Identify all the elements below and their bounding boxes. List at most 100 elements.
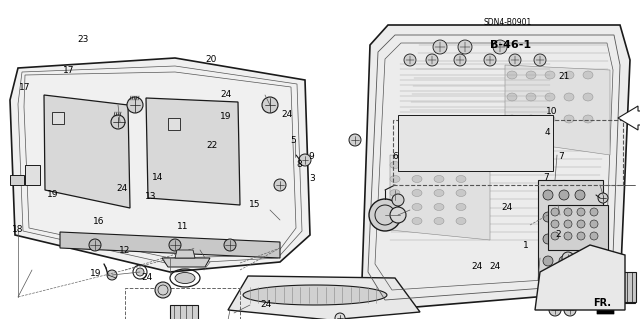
Polygon shape — [162, 258, 210, 267]
Ellipse shape — [583, 93, 593, 101]
Circle shape — [392, 194, 404, 206]
Circle shape — [534, 54, 546, 66]
Circle shape — [89, 239, 101, 251]
Circle shape — [155, 282, 171, 298]
Ellipse shape — [412, 161, 422, 168]
Text: 19: 19 — [90, 270, 102, 278]
Circle shape — [557, 263, 563, 269]
Circle shape — [433, 40, 447, 54]
Circle shape — [564, 220, 572, 228]
Text: 7: 7 — [558, 152, 563, 161]
Ellipse shape — [507, 93, 517, 101]
Text: 5: 5 — [291, 136, 296, 145]
Text: 13: 13 — [145, 192, 156, 201]
Ellipse shape — [390, 204, 400, 211]
Polygon shape — [505, 65, 610, 155]
Circle shape — [543, 234, 553, 244]
Text: 23: 23 — [77, 35, 89, 44]
Circle shape — [224, 239, 236, 251]
Text: 4: 4 — [545, 128, 550, 137]
Ellipse shape — [507, 115, 517, 123]
Circle shape — [598, 193, 608, 203]
Text: 3: 3 — [309, 174, 314, 183]
Circle shape — [575, 190, 585, 200]
Circle shape — [575, 212, 585, 222]
Ellipse shape — [434, 204, 444, 211]
Text: 24: 24 — [501, 203, 513, 212]
Circle shape — [564, 208, 572, 216]
Circle shape — [454, 54, 466, 66]
Text: 7: 7 — [544, 173, 549, 182]
Ellipse shape — [569, 275, 587, 289]
Circle shape — [107, 270, 117, 280]
Ellipse shape — [175, 272, 195, 284]
Circle shape — [111, 115, 125, 129]
Text: 14: 14 — [152, 173, 164, 182]
Circle shape — [299, 154, 311, 166]
Circle shape — [571, 211, 579, 219]
Circle shape — [577, 208, 585, 216]
Ellipse shape — [434, 218, 444, 225]
Ellipse shape — [545, 71, 555, 79]
Bar — [52, 112, 64, 124]
Circle shape — [458, 40, 472, 54]
Text: 18: 18 — [12, 225, 24, 234]
Circle shape — [169, 239, 181, 251]
Bar — [610, 285, 635, 303]
Circle shape — [390, 207, 406, 223]
Circle shape — [590, 232, 598, 240]
Bar — [168, 118, 180, 130]
Circle shape — [262, 97, 278, 113]
Bar — [10, 175, 24, 185]
Circle shape — [369, 199, 401, 231]
Circle shape — [543, 256, 553, 266]
Text: 20: 20 — [205, 55, 217, 63]
Circle shape — [575, 234, 585, 244]
Bar — [618, 272, 636, 302]
Bar — [125, 288, 240, 319]
Circle shape — [543, 212, 553, 222]
Circle shape — [127, 97, 143, 113]
Circle shape — [349, 134, 361, 146]
Text: 24: 24 — [260, 300, 271, 309]
Ellipse shape — [456, 161, 466, 168]
Ellipse shape — [583, 71, 593, 79]
Text: FR.: FR. — [593, 298, 611, 308]
Circle shape — [335, 313, 345, 319]
Text: 10: 10 — [546, 107, 557, 116]
Ellipse shape — [526, 115, 536, 123]
Text: 24: 24 — [141, 272, 152, 281]
Circle shape — [551, 208, 559, 216]
Circle shape — [551, 232, 559, 240]
Ellipse shape — [390, 189, 400, 197]
Ellipse shape — [564, 71, 574, 79]
Circle shape — [509, 54, 521, 66]
Ellipse shape — [564, 115, 574, 123]
Polygon shape — [175, 250, 195, 258]
Ellipse shape — [390, 161, 400, 168]
Text: 1: 1 — [524, 241, 529, 250]
Text: 24: 24 — [471, 262, 483, 271]
Circle shape — [559, 234, 569, 244]
Ellipse shape — [583, 115, 593, 123]
Bar — [538, 180, 603, 280]
Text: 8: 8 — [297, 160, 302, 169]
Circle shape — [562, 252, 574, 264]
Circle shape — [590, 208, 598, 216]
Ellipse shape — [434, 189, 444, 197]
Ellipse shape — [434, 161, 444, 168]
Ellipse shape — [412, 204, 422, 211]
Ellipse shape — [412, 175, 422, 182]
Ellipse shape — [526, 93, 536, 101]
Ellipse shape — [564, 93, 574, 101]
Polygon shape — [535, 245, 625, 310]
Ellipse shape — [456, 218, 466, 225]
Ellipse shape — [545, 93, 555, 101]
Text: 11: 11 — [177, 222, 188, 231]
Text: 17: 17 — [19, 83, 30, 92]
Bar — [393, 120, 623, 185]
Circle shape — [274, 179, 286, 191]
Circle shape — [551, 220, 559, 228]
Text: 24: 24 — [116, 184, 127, 193]
Text: 6: 6 — [393, 152, 398, 161]
